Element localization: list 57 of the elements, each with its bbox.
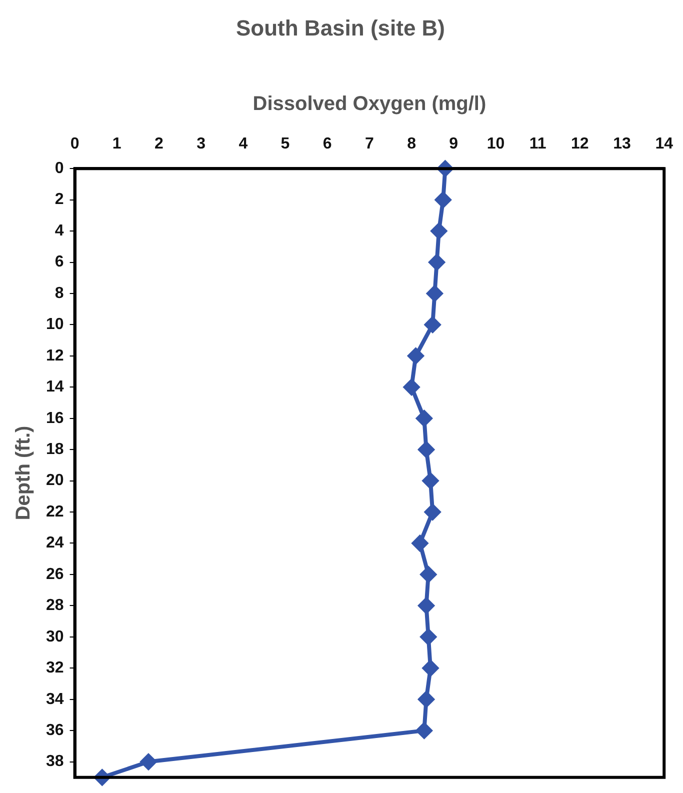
point [426, 285, 443, 302]
y-tick-label: 12 [46, 347, 64, 364]
point [412, 535, 428, 552]
y-tick-label: 28 [46, 597, 64, 614]
y-tick-label: 24 [46, 534, 64, 552]
x-tick-label: 5 [280, 135, 290, 152]
point [404, 379, 420, 396]
point [140, 754, 156, 770]
y-tick-label: 32 [46, 660, 64, 677]
x-tick-label: 4 [238, 135, 248, 152]
x-tick-label: 12 [571, 135, 589, 152]
x-axis-title: Dissolved Oxygen (mg/l) [252, 92, 486, 115]
y-tick-label: 26 [46, 566, 64, 583]
x-tick-label: 1 [112, 135, 122, 152]
x-tick-label: 11 [529, 135, 546, 152]
y-tick-label: 8 [54, 284, 64, 302]
point [424, 504, 441, 520]
point [418, 442, 434, 458]
point [435, 192, 452, 208]
x-tick-label: 6 [322, 135, 332, 152]
x-tick-label: 2 [154, 135, 164, 152]
y-tick-label: 30 [46, 628, 64, 646]
x-tick-label: 3 [196, 135, 206, 152]
y-axis-title: Depth (ft.) [12, 426, 35, 520]
y-tick-label: 14 [46, 378, 64, 396]
y-tick-label: 4 [54, 222, 64, 240]
y-tick-label: 36 [46, 722, 64, 739]
point [416, 410, 432, 426]
y-tick-label: 20 [46, 472, 64, 490]
y-tick-label: 16 [46, 410, 64, 427]
y-tick-label: 6 [54, 254, 64, 271]
x-tick-label: 9 [449, 135, 458, 152]
point [420, 628, 436, 645]
x-tick-label: 0 [70, 135, 80, 152]
point [422, 472, 438, 489]
y-tick-label: 34 [46, 690, 64, 708]
x-tick-label: 13 [613, 135, 632, 152]
point [420, 566, 436, 582]
x-tick-label: 10 [486, 135, 505, 152]
point [428, 254, 445, 270]
point [416, 722, 432, 739]
point [418, 691, 434, 708]
y-tick-label: 22 [46, 503, 64, 520]
point [430, 223, 447, 240]
y-tick-label: 18 [46, 440, 64, 458]
point [422, 660, 438, 676]
point [408, 348, 424, 364]
y-tick-label: 0 [54, 160, 64, 178]
x-tick-label: 7 [364, 135, 374, 152]
chart-title: South Basin (site B) [236, 15, 446, 40]
x-tick-label: 14 [655, 135, 674, 152]
y-tick-label: 2 [54, 191, 64, 208]
y-tick-label: 10 [46, 316, 64, 334]
point [424, 316, 441, 333]
x-tick-label: 8 [407, 135, 416, 152]
point [418, 598, 434, 614]
y-tick-label: 38 [46, 753, 64, 770]
